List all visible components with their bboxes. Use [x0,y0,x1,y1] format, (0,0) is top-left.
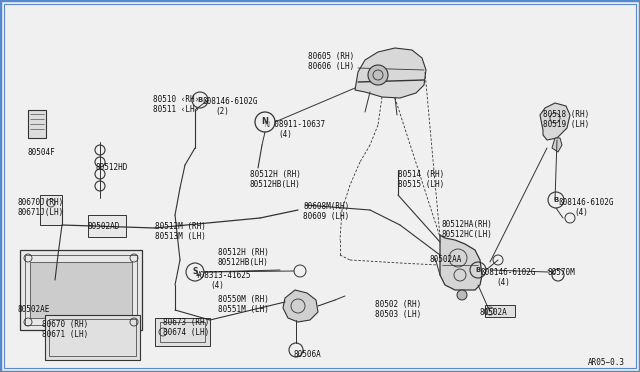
Circle shape [457,290,467,300]
Text: 80670J(RH): 80670J(RH) [18,198,64,207]
Text: 80512HB(LH): 80512HB(LH) [218,258,269,267]
Text: 80512H (RH): 80512H (RH) [218,248,269,257]
Text: B: B [476,267,481,273]
Bar [25,255,137,325]
Text: S: S [192,267,198,276]
Text: 80503 (LH): 80503 (LH) [375,310,421,319]
Polygon shape [440,235,482,290]
Text: 80512H (RH): 80512H (RH) [250,170,301,179]
Text: 80609 (LH): 80609 (LH) [303,212,349,221]
Text: ß08146-6102G: ß08146-6102G [558,198,614,207]
Text: 80673 (RH): 80673 (RH) [163,318,209,327]
Text: 80511 ‹LH›: 80511 ‹LH› [153,105,199,114]
Text: 80670 (RH): 80670 (RH) [42,320,88,329]
Text: 80606 (LH): 80606 (LH) [308,62,355,71]
Text: 80570M: 80570M [548,268,576,277]
Bar [160,322,205,342]
Bar [485,305,515,317]
Circle shape [368,65,388,85]
Text: 80674 (LH): 80674 (LH) [163,328,209,337]
Text: 80504F: 80504F [28,148,56,157]
Polygon shape [552,138,562,152]
Text: B: B [197,97,203,103]
Text: ℕ 08911-10637: ℕ 08911-10637 [265,120,325,129]
Text: 80502A: 80502A [480,308,508,317]
Text: 80512HD: 80512HD [95,163,127,172]
Bar [30,262,132,318]
Bar [20,250,142,330]
Bar [28,110,46,138]
Text: (4): (4) [210,281,224,290]
Text: (4): (4) [574,208,588,217]
Text: 80514 (RH): 80514 (RH) [398,170,444,179]
Text: 80502AE: 80502AE [18,305,51,314]
Text: 80513M (LH): 80513M (LH) [155,232,206,241]
Bar [45,315,140,360]
Text: N: N [262,118,269,126]
Bar [88,215,126,237]
Text: 80510 ‹RH›: 80510 ‹RH› [153,95,199,104]
Text: ß08146-6102G: ß08146-6102G [480,268,536,277]
Text: (4): (4) [496,278,510,287]
Text: ß08146-6102G: ß08146-6102G [202,97,257,106]
Text: 80512HC(LH): 80512HC(LH) [442,230,493,239]
Text: 80512HB(LH): 80512HB(LH) [250,180,301,189]
Text: 80605 (RH): 80605 (RH) [308,52,355,61]
Bar [40,195,62,225]
Text: 80502 (RH): 80502 (RH) [375,300,421,309]
Bar [49,319,136,356]
Text: 80671J(LH): 80671J(LH) [18,208,64,217]
Text: 80518 (RH): 80518 (RH) [543,110,589,119]
Bar [155,318,210,346]
Text: 80608M(RH): 80608M(RH) [303,202,349,211]
Polygon shape [283,290,318,322]
Text: 80671 (LH): 80671 (LH) [42,330,88,339]
Text: 80519 (LH): 80519 (LH) [543,120,589,129]
Text: 80512HA(RH): 80512HA(RH) [442,220,493,229]
Text: 80502AD: 80502AD [88,222,120,231]
Text: 80512M (RH): 80512M (RH) [155,222,206,231]
Text: 80550M (RH): 80550M (RH) [218,295,269,304]
Text: ¥08313-41625: ¥08313-41625 [196,271,252,280]
Text: (2): (2) [215,107,229,116]
Text: (4): (4) [278,130,292,139]
Polygon shape [540,103,570,140]
Text: 80506A: 80506A [294,350,322,359]
Polygon shape [355,48,426,98]
Text: 80502AA: 80502AA [430,255,462,264]
Text: AR05−0.3: AR05−0.3 [588,358,625,367]
Text: 80515 (LH): 80515 (LH) [398,180,444,189]
Text: B: B [554,197,559,203]
Text: 80551M (LH): 80551M (LH) [218,305,269,314]
